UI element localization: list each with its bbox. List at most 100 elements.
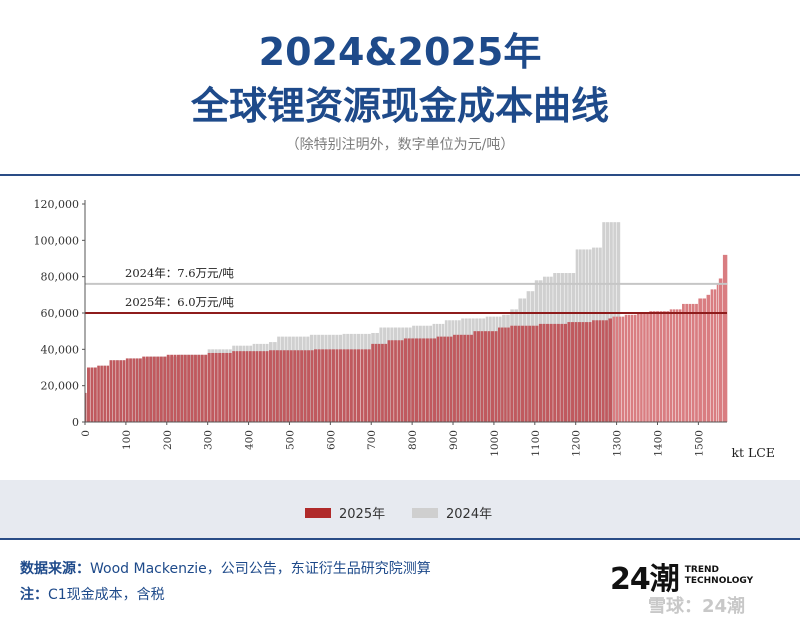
series-2025-bar <box>507 327 510 422</box>
series-2025-bar <box>407 338 411 422</box>
series-2025-bar <box>293 350 297 422</box>
series-2025-bar <box>439 336 443 422</box>
series-2025-bar <box>556 323 560 422</box>
series-2025-bar <box>433 338 437 422</box>
brand-logo: 24潮 TREND TECHNOLOGY <box>610 554 753 598</box>
series-2025-bar <box>501 327 504 422</box>
series-2025-bar <box>585 322 589 422</box>
source-line: 数据来源：Wood Mackenzie，公司公告，东证衍生品研究院测算 <box>20 558 431 578</box>
series-2025-bar <box>716 283 719 422</box>
series-2025-bar <box>633 314 637 422</box>
series-2025-bar <box>242 351 246 422</box>
series-2025-bar <box>491 331 495 422</box>
series-2025-bar <box>152 356 156 422</box>
series-2025-bar <box>119 360 123 422</box>
x-tick-label: 600 <box>325 430 337 450</box>
series-2025-bar <box>342 349 346 422</box>
series-2025-bar <box>630 314 634 422</box>
series-2025-bar <box>524 325 528 422</box>
series-2025-bar <box>109 360 113 422</box>
series-2025-bar <box>637 313 640 422</box>
series-2025-bar <box>387 340 391 422</box>
series-2025-bar <box>390 340 394 422</box>
series-2025-bar <box>521 325 525 422</box>
series-2025-bar <box>397 340 401 422</box>
series-2025-bar <box>646 313 649 422</box>
series-2025-bar <box>517 325 521 422</box>
series-2025-bar <box>265 351 269 422</box>
note-text: C1现金成本，含税 <box>48 587 165 603</box>
series-2025-bar <box>353 349 357 422</box>
series-2025-bar <box>494 331 498 422</box>
series-2024-bar <box>454 320 458 422</box>
x-tick-label: 200 <box>162 430 174 450</box>
series-2025-bar <box>235 351 239 422</box>
series-2025-bar <box>531 325 535 422</box>
x-tick-label: 700 <box>366 430 378 450</box>
series-2025-bar <box>422 338 426 422</box>
x-tick-label: 1100 <box>530 430 542 457</box>
x-tick-label: 100 <box>121 430 133 450</box>
series-2025-bar <box>601 320 605 422</box>
series-2025-bar <box>221 352 225 422</box>
series-2025-bar <box>289 350 293 422</box>
y-tick-label: 100,000 <box>34 234 80 247</box>
series-2025-bar <box>163 356 167 422</box>
series-2025-bar <box>581 322 585 422</box>
series-2025-bar <box>574 322 578 422</box>
series-2025-bar <box>656 311 660 422</box>
legend-label-2024: 2024年 <box>446 507 493 522</box>
series-2025-bar <box>425 338 429 422</box>
series-2025-bar <box>411 338 415 422</box>
series-2025-bar <box>713 289 717 422</box>
series-2025-bar <box>463 334 467 422</box>
series-2025-bar <box>672 309 676 422</box>
series-2025-bar <box>563 323 568 422</box>
series-2025-bar <box>510 325 514 422</box>
series-2025-bar <box>204 354 208 422</box>
series-2025-bar <box>612 316 616 422</box>
series-2025-bar <box>394 340 397 422</box>
series-2025-bar <box>698 298 702 422</box>
reference-label-2025: 2025年：6.0万元/吨 <box>125 295 234 309</box>
series-2025-bar <box>135 358 139 422</box>
series-2025-bar <box>112 360 116 422</box>
series-2025-bar <box>718 278 723 422</box>
series-2025-bar <box>346 349 350 422</box>
series-2025-bar <box>538 323 542 422</box>
y-tick-label: 20,000 <box>41 380 80 393</box>
series-2025-bar <box>187 354 191 422</box>
series-2025-bar <box>87 367 90 422</box>
series-2025-bar <box>125 358 129 422</box>
series-2025-bar <box>453 334 456 422</box>
series-2025-bar <box>560 323 564 422</box>
series-2024-bar <box>468 318 472 422</box>
y-tick-label: 40,000 <box>41 343 80 356</box>
x-tick-label: 1200 <box>571 430 583 457</box>
series-2025-bar <box>97 365 100 422</box>
series-2025-bar <box>592 320 595 422</box>
series-2025-bar <box>483 331 487 422</box>
series-2025-bar <box>449 336 453 422</box>
series-2024-bar <box>475 318 479 422</box>
series-2025-bar <box>480 331 484 422</box>
series-2025-bar <box>371 343 375 422</box>
series-2025-bar <box>418 338 422 422</box>
series-2025-bar <box>675 309 679 422</box>
series-2025-bar <box>542 323 546 422</box>
series-2025-bar <box>218 352 222 422</box>
series-2024-bar <box>448 320 451 422</box>
x-tick-label: 1400 <box>652 430 664 457</box>
series-2025-bar <box>103 365 106 422</box>
series-2025-bar <box>183 354 187 422</box>
series-2025-bar <box>300 350 304 422</box>
series-2025-bar <box>456 334 460 422</box>
series-2025-bar <box>85 392 87 422</box>
title-line-2: 全球锂资源现金成本曲线 <box>190 84 609 128</box>
series-2025-bar <box>100 365 103 422</box>
series-2025-bar <box>142 356 146 422</box>
series-2025-bar <box>122 360 126 422</box>
series-2025-bar <box>159 356 163 422</box>
series-2025-bar <box>145 356 149 422</box>
legend: 2025年 2024年 <box>0 480 800 538</box>
